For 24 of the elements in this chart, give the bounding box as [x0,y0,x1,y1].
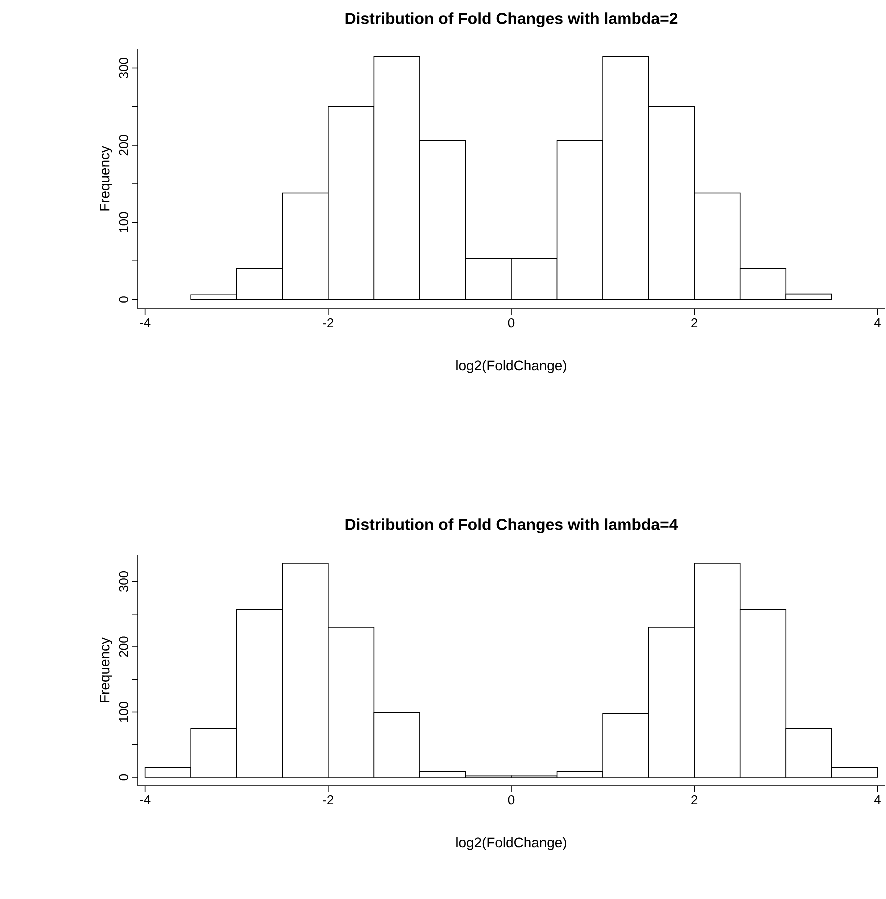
x-tick-label: 0 [508,795,515,805]
x-axis-title: log2(FoldChange) [456,837,566,850]
y-tick-label: 100 [119,212,128,232]
y-tick-label: 100 [119,702,128,722]
chart-title: Distribution of Fold Changes with lambda=4 [346,518,678,534]
y-tick-label: 200 [119,636,128,658]
x-tick-label: -4 [140,796,151,804]
x-tick-label: 2 [692,318,698,328]
chart-title: Distribution of Fold Changes with lambda=2 [346,12,678,28]
y-axis-title: Frequency [100,638,112,702]
x-tick-label: 2 [692,795,698,805]
x-tick-label: -2 [323,318,334,328]
y-tick-label: 300 [119,58,128,79]
x-tick-label: -4 [140,318,151,328]
x-axis-title: log2(FoldChange) [456,360,566,374]
y-tick-label: 200 [119,135,128,156]
x-tick-label: 4 [874,796,881,804]
y-tick-label: 300 [119,571,128,592]
x-tick-label: 4 [874,318,881,328]
y-tick-label: 0 [119,774,128,781]
y-tick-label: 0 [119,296,128,303]
x-tick-label: 0 [508,318,515,328]
y-axis-title: Frequency [100,146,112,211]
x-tick-label: -2 [323,795,334,805]
